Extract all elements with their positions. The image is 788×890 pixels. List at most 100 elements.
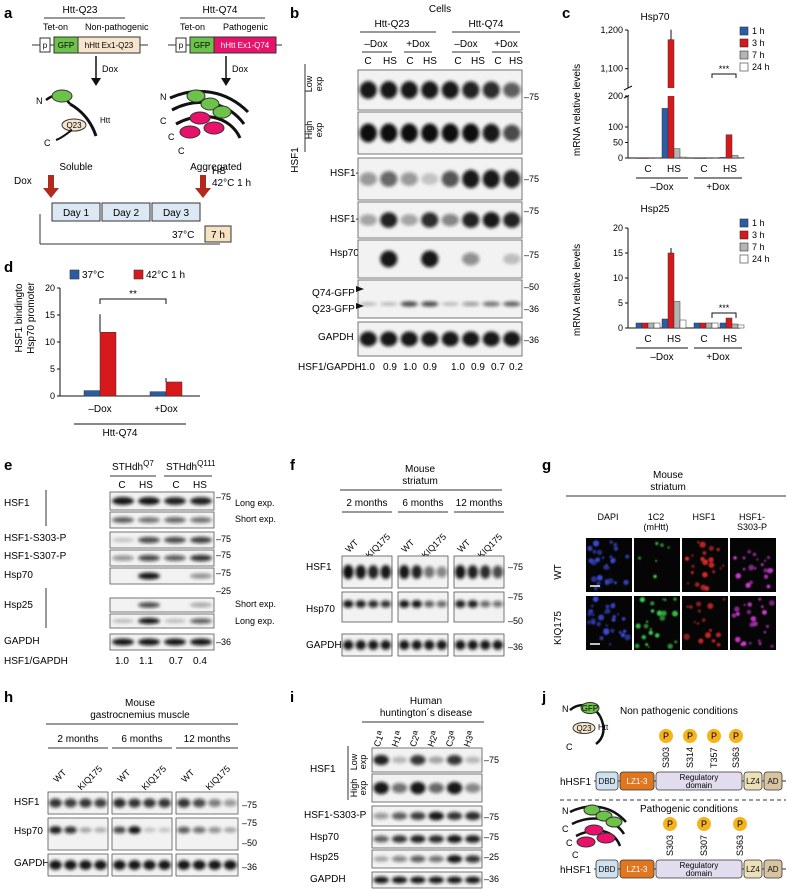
g-cell <box>752 552 757 557</box>
a-7h <box>204 225 232 243</box>
g-cell <box>722 564 725 567</box>
c-legend-swatch <box>739 50 749 60</box>
j-bot-domain <box>619 859 655 879</box>
h-blot-gapdh-band <box>158 860 171 870</box>
e-blot-hsp25-short <box>109 597 215 613</box>
d-ylabel-2: Hsp70 promoter <box>26 281 37 353</box>
b-blot-hsf1-low-band <box>482 81 500 99</box>
i-blot-hsp25-band <box>391 855 408 863</box>
b-plus-dox-1: +Dox <box>406 39 430 50</box>
c-legend-label: 3 h <box>752 38 765 48</box>
g-micrograph <box>586 538 632 592</box>
a-p-1: p <box>43 41 48 50</box>
j-bot-label: hHSF1 <box>560 865 592 876</box>
h-blot-hsp70-band <box>128 826 141 834</box>
i-blot-hsp70-band <box>373 835 389 843</box>
f-blot-gapdh <box>397 633 449 657</box>
b-q74: Htt-Q74 <box>468 19 503 30</box>
i-mw75-3: –75 <box>484 832 499 842</box>
d-tick-label: 0 <box>50 391 55 401</box>
h-blot-gapdh-band <box>94 860 107 870</box>
b-blot-s303-band <box>359 172 377 186</box>
h-blot-hsp70-band <box>143 827 156 833</box>
e-blot-gapdh-band <box>190 638 212 646</box>
f-blot-hsp70-band <box>380 600 391 608</box>
b-blot-hsf1-low-band <box>441 81 459 99</box>
b-blot-gfp-band <box>380 302 398 306</box>
a-aggregated-htt: N C C C <box>160 89 250 156</box>
b-blot-hsp70-band <box>380 250 398 268</box>
b-ratio-value: 0.9 <box>383 362 397 373</box>
g-cell <box>663 598 667 601</box>
c1-bar <box>647 157 655 159</box>
h-blot-gapdh <box>47 853 109 877</box>
b-blot-gfp-band <box>462 301 480 307</box>
g-cell <box>623 579 629 585</box>
b-lane-label: C <box>364 56 371 67</box>
e-blot-s303 <box>109 531 215 549</box>
b-ratio-value: 1.0 <box>361 362 375 373</box>
f-mw36: –36 <box>508 642 523 652</box>
a-day1 <box>51 202 101 222</box>
b-blot-s307 <box>357 201 523 239</box>
j-top-phospho-p: P <box>711 731 717 741</box>
f-blot-hsp70-band <box>424 600 435 608</box>
f-blot-hsp70-band <box>343 600 354 608</box>
i-blot-hsp25-band <box>446 855 463 863</box>
e-blot-hsf1-short <box>109 511 215 529</box>
f-blot-hsf1-band <box>343 564 354 580</box>
g-cell <box>607 578 614 584</box>
h-blot-hsp70-band <box>79 827 92 833</box>
c-legend-swatch <box>739 254 749 264</box>
b-blot-hsf1-low-band <box>380 81 398 99</box>
e-blot-s303-band <box>112 537 134 543</box>
g-cell <box>605 624 608 627</box>
g-cell <box>613 546 619 551</box>
g-cell <box>656 610 663 616</box>
g-cell <box>654 633 660 638</box>
f-mw75-1: –75 <box>508 562 523 572</box>
j-top-site: S314 <box>685 747 695 768</box>
b-blot-hsf1-low <box>357 69 523 111</box>
i-hsf1: HSF1 <box>310 764 336 775</box>
j-bot-domain <box>763 859 783 879</box>
j-bot-reg-1: Regulatory <box>680 861 719 870</box>
e-q7: STHdhQ7 <box>112 459 154 473</box>
j-c-1: C <box>566 742 573 752</box>
e-blot-hsp25-long-band <box>138 617 160 625</box>
a-37c: 37°C <box>172 230 194 241</box>
j-top-reg-2: domain <box>686 781 712 790</box>
e-ratio-value: 1.1 <box>139 656 153 667</box>
j-top-site: S363 <box>731 747 741 768</box>
e-s303: HSF1-S303-P <box>4 533 67 544</box>
b-blot-gapdh-band <box>400 331 418 347</box>
j-bot-phospho <box>663 817 677 831</box>
g-cell <box>605 604 610 609</box>
g-cell <box>734 606 740 612</box>
i-lane-label: H2a <box>424 729 441 749</box>
b-lane-label: HS <box>509 56 523 67</box>
c1-x-c-2: C <box>700 164 707 175</box>
g-cell <box>694 582 700 587</box>
e-hsp25: Hsp25 <box>4 600 33 611</box>
b-blot-hsp70-band <box>503 253 521 265</box>
i-lane-label: C1a <box>370 729 387 749</box>
d-legend-label: 37°C <box>82 270 104 281</box>
g-col-label-4: S303-P <box>737 522 767 532</box>
j-c-3: C <box>566 838 573 848</box>
c-hsp70-title: Hsp70 <box>641 12 670 23</box>
f-blot-hsf1-band <box>467 565 478 579</box>
h-age-label: 2 months <box>57 734 98 745</box>
e-blot-s303-band <box>190 536 212 544</box>
h-blot-hsf1-frame <box>47 791 109 815</box>
c2-plus-dox: +Dox <box>706 352 730 363</box>
e-blot-hsf1-long-frame <box>109 491 215 511</box>
i-hsp25: Hsp25 <box>310 852 339 863</box>
b-blot-hsp70-band <box>421 250 439 268</box>
g-cell <box>708 557 714 563</box>
b-ratio-value: 0.9 <box>471 362 485 373</box>
